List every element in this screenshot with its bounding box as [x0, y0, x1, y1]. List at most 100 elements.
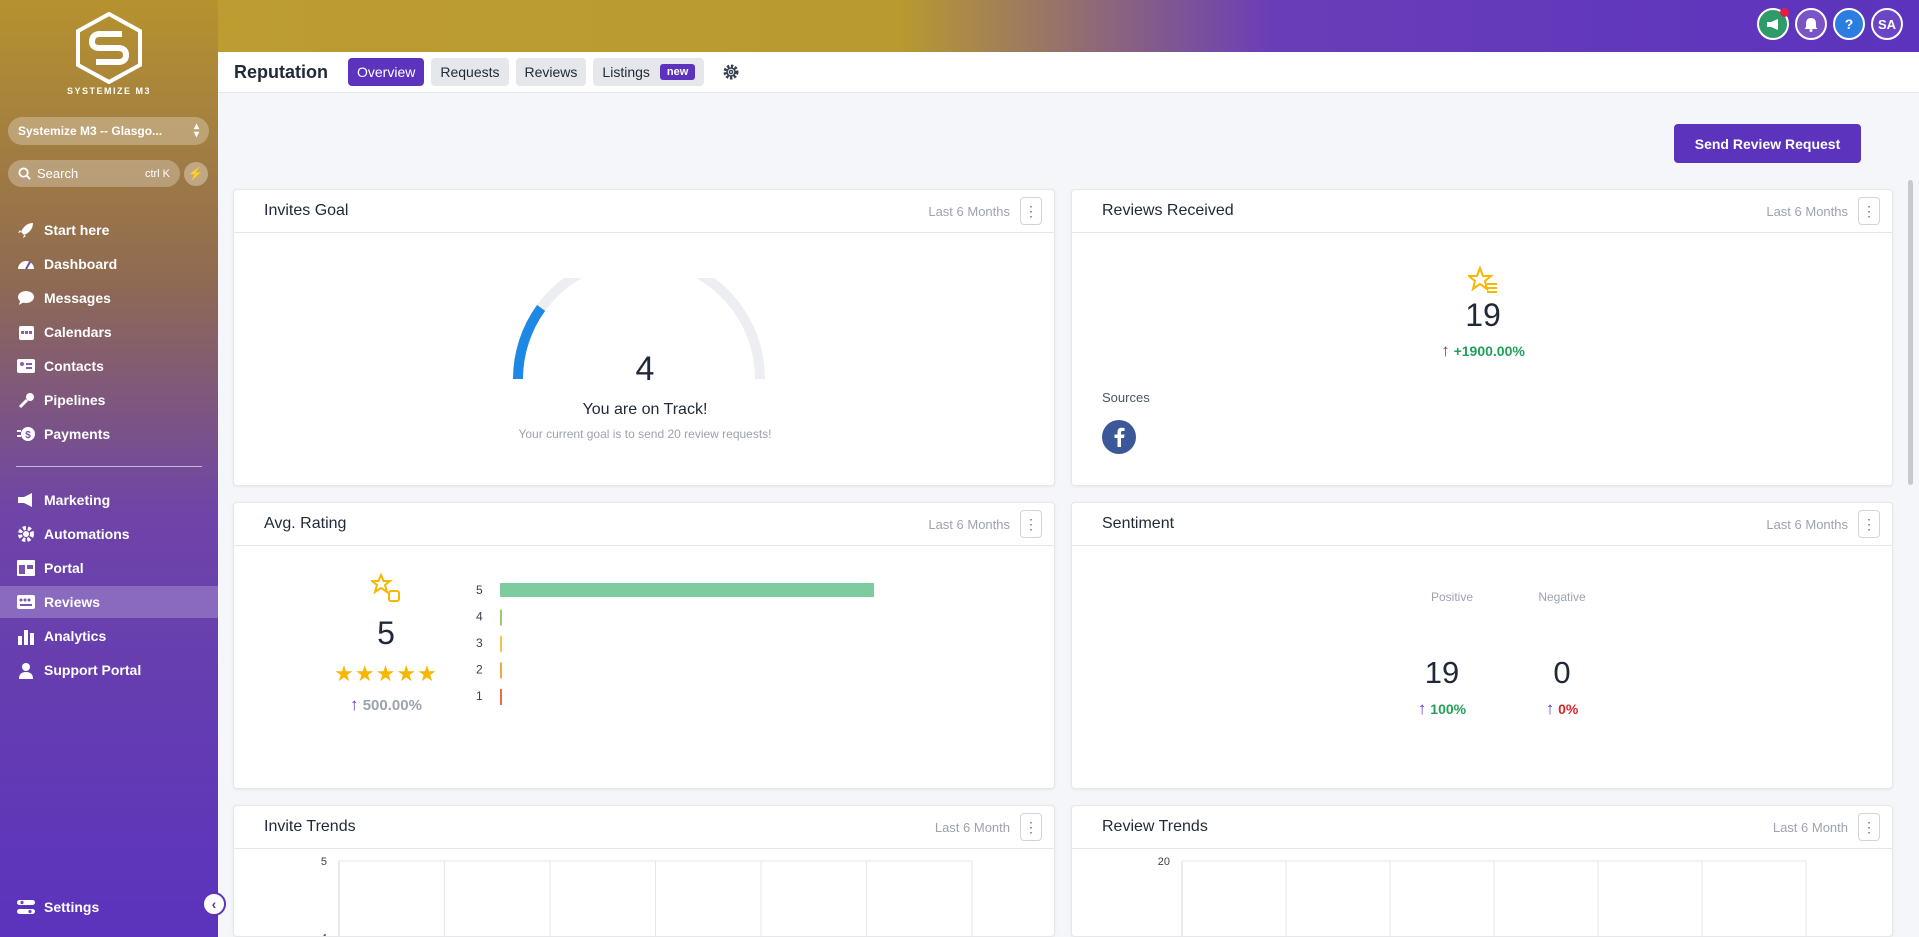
- card-menu-button[interactable]: ⋮: [1858, 510, 1880, 538]
- tab-label: Listings: [602, 64, 650, 80]
- sidebar-item-label: Support Portal: [44, 662, 142, 678]
- rating-label: 5: [476, 583, 483, 597]
- help-button[interactable]: ?: [1833, 8, 1865, 40]
- sidebar-item-label: Calendars: [44, 324, 112, 340]
- goal-status: You are on Track!: [582, 401, 708, 418]
- sidebar-item-reviews[interactable]: Reviews: [0, 586, 218, 618]
- card-menu-button[interactable]: ⋮: [1858, 813, 1880, 841]
- card-period: Last 6 Months: [928, 516, 1010, 532]
- kebab-icon: ⋮: [1862, 819, 1876, 835]
- reviews-icon: [16, 593, 36, 611]
- tab-label: Reviews: [524, 64, 578, 80]
- quick-actions-button[interactable]: ⚡: [184, 162, 208, 186]
- card-menu-button[interactable]: ⋮: [1020, 197, 1042, 225]
- help-icon: ?: [1844, 16, 1854, 32]
- sidebar-item-payments[interactable]: $ Payments: [0, 418, 218, 450]
- sidebar-item-messages[interactable]: Messages: [0, 282, 218, 314]
- sidebar-item-dashboard[interactable]: Dashboard: [0, 248, 218, 280]
- y-tick-label: 20: [1158, 856, 1170, 868]
- sidebar-item-label: Analytics: [44, 628, 107, 644]
- goal-gauge: [513, 278, 765, 380]
- main-scrollbar[interactable]: [1908, 180, 1913, 485]
- negative-label: Negative: [1538, 590, 1586, 604]
- settings-gear-button[interactable]: [717, 58, 745, 86]
- sidebar-item-pipelines[interactable]: Pipelines: [0, 384, 218, 416]
- sidebar-item-settings[interactable]: Settings: [0, 891, 218, 923]
- sentiment-card: Sentiment Last 6 Months ⋮ Positive Negat…: [1071, 502, 1893, 789]
- logo-mark-icon: [76, 12, 142, 84]
- sidebar-item-automations[interactable]: Automations: [0, 518, 218, 550]
- rating-bar: [500, 689, 502, 705]
- sidebar-item-analytics[interactable]: Analytics: [0, 620, 218, 652]
- sidebar-item-marketing[interactable]: Marketing: [0, 484, 218, 516]
- card-title: Reviews Received: [1102, 202, 1234, 219]
- send-review-request-button[interactable]: Send Review Request: [1674, 124, 1861, 163]
- arrow-up-icon: ↑: [1441, 341, 1450, 360]
- invite-trends-chart: 54: [321, 856, 973, 937]
- arrow-up-icon: ↑: [1545, 699, 1555, 718]
- star-list-icon: [1468, 266, 1497, 293]
- rating-label: 1: [476, 689, 483, 703]
- arrow-up-icon: ↑: [1417, 699, 1427, 718]
- collapse-sidebar-button[interactable]: ‹: [202, 892, 226, 916]
- sidebar-item-label: Portal: [44, 560, 84, 576]
- sidebar-item-label: Settings: [44, 899, 100, 915]
- card-title: Review Trends: [1102, 818, 1208, 835]
- gauge-progress: [513, 304, 546, 380]
- card-menu-button[interactable]: ⋮: [1020, 510, 1042, 538]
- sidebar-item-contacts[interactable]: Contacts: [0, 350, 218, 382]
- negative-change: ↑ 0%: [1507, 699, 1617, 719]
- positive-label: Positive: [1430, 590, 1474, 604]
- sidebar: SYSTEMIZE M3 Systemize M3 -- Glasgo... ▴…: [0, 0, 218, 937]
- svg-text:$: $: [25, 430, 31, 441]
- tab-overview[interactable]: Overview: [348, 58, 425, 86]
- sidebar-item-portal[interactable]: Portal: [0, 552, 218, 584]
- rating-bar: [500, 662, 502, 679]
- top-bar: ? SA: [218, 0, 1919, 52]
- gauge-icon: [16, 255, 36, 273]
- brand-logo[interactable]: SYSTEMIZE M3: [0, 12, 218, 96]
- notifications-button[interactable]: [1795, 8, 1827, 40]
- card-menu-button[interactable]: ⋮: [1858, 197, 1880, 225]
- tab-reviews[interactable]: Reviews: [515, 58, 587, 86]
- sidebar-item-label: Messages: [44, 290, 111, 306]
- reviews-count: 19: [1465, 297, 1501, 333]
- search-button[interactable]: Search ctrl K: [8, 160, 180, 187]
- rating-label: 4: [476, 610, 483, 624]
- invite-trends-card: Invite Trends Last 6 Month ⋮ 54: [233, 805, 1055, 937]
- card-period: Last 6 Months: [1766, 203, 1848, 219]
- avatar-initials: SA: [1877, 16, 1897, 32]
- arrow-up-icon: ↑: [350, 695, 359, 714]
- sidebar-item-label: Payments: [44, 426, 111, 442]
- facebook-icon[interactable]: [1102, 420, 1136, 454]
- tab-requests[interactable]: Requests: [431, 58, 509, 86]
- card-period: Last 6 Month: [934, 819, 1010, 835]
- rating-label: 2: [476, 663, 483, 677]
- star-icon: ★: [354, 661, 376, 686]
- card-menu-button[interactable]: ⋮: [1020, 813, 1042, 841]
- page-title: Reputation: [234, 61, 328, 82]
- chevron-left-icon: ‹: [211, 896, 217, 912]
- avatar[interactable]: SA: [1871, 8, 1903, 40]
- announcements-button[interactable]: [1757, 8, 1789, 40]
- rating-bar: [500, 583, 874, 597]
- new-badge: new: [659, 64, 696, 80]
- bell-icon: [1804, 17, 1818, 32]
- rating-stars-icon: [371, 573, 400, 602]
- change-value: 500.00%: [362, 697, 422, 714]
- search-icon: [18, 167, 31, 180]
- sidebar-item-support-portal[interactable]: Support Portal: [0, 654, 218, 686]
- invites-goal-card: Invites Goal Last 6 Months ⋮ 4 You are o…: [233, 189, 1055, 486]
- goal-note: Your current goal is to send 20 review r…: [518, 427, 772, 441]
- tab-listings[interactable]: Listings new: [593, 58, 705, 86]
- negative-count: 0: [1553, 655, 1571, 690]
- sidebar-item-start-here[interactable]: Start here: [0, 214, 218, 246]
- change-value: 0%: [1558, 701, 1579, 717]
- lightning-icon: ⚡: [187, 166, 205, 181]
- sidebar-item-calendars[interactable]: Calendars: [0, 316, 218, 348]
- card-period: Last 6 Months: [1766, 516, 1848, 532]
- support-icon: [16, 661, 36, 679]
- y-tick-label: 4: [321, 933, 327, 937]
- location-switcher[interactable]: Systemize M3 -- Glasgo... ▴ ▾: [8, 117, 209, 145]
- sidebar-item-label: Reviews: [44, 594, 101, 610]
